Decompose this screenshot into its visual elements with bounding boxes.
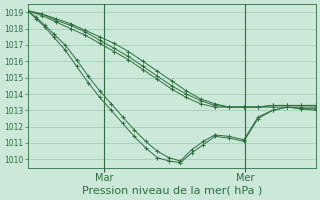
- X-axis label: Pression niveau de la mer( hPa ): Pression niveau de la mer( hPa ): [82, 186, 262, 196]
